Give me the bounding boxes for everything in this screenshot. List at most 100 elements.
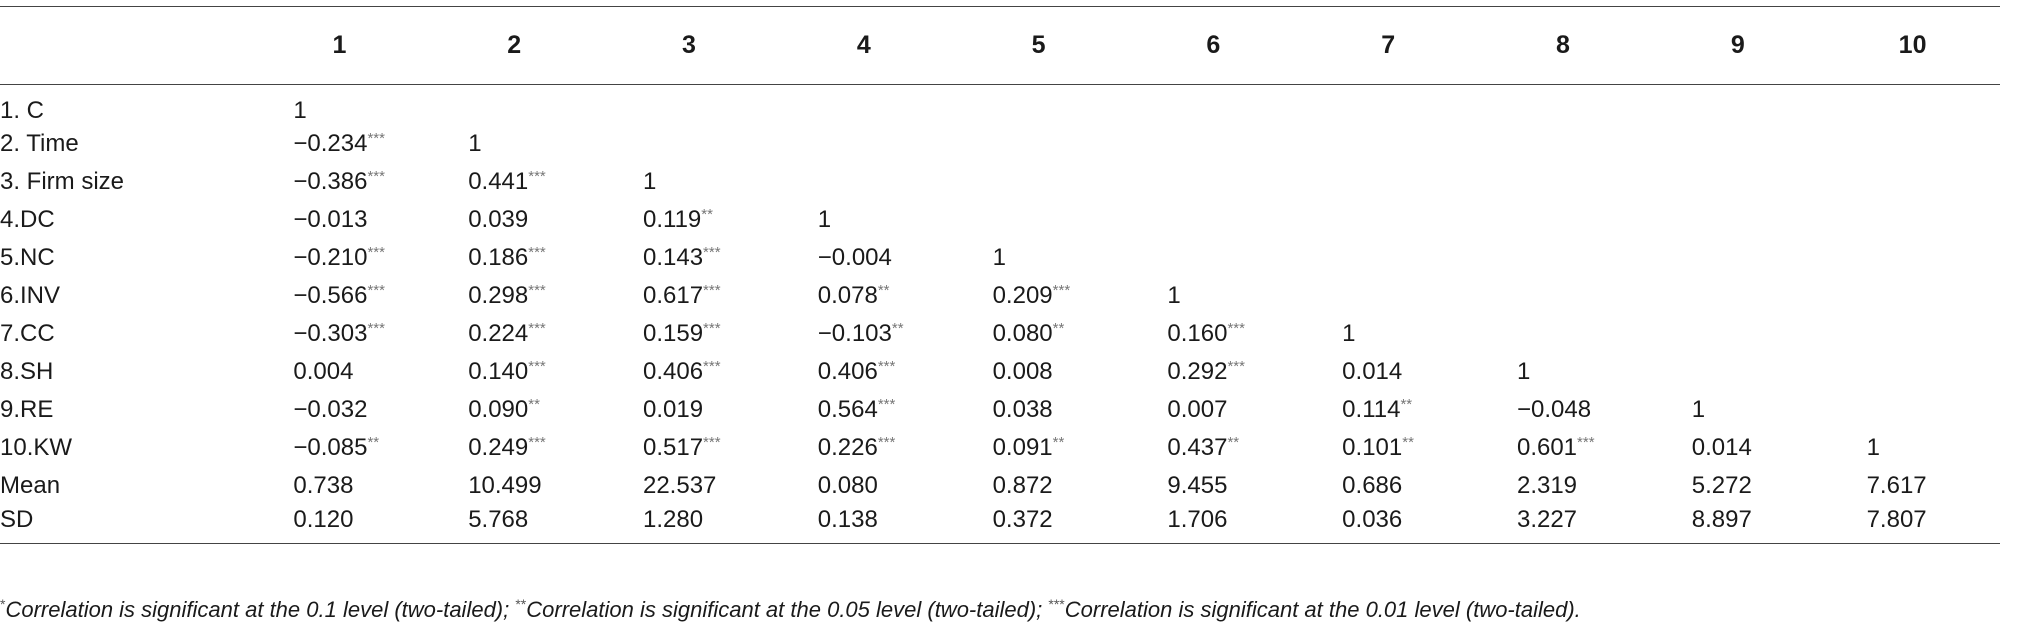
significance-stars: ** xyxy=(877,282,890,299)
cell-value: −0.013 xyxy=(293,206,368,233)
table-cell xyxy=(951,163,1126,201)
cell-value: 1 xyxy=(293,97,307,124)
cell-value: 1 xyxy=(1691,396,1706,423)
cell-value: 0.008 xyxy=(992,358,1053,385)
cell-content: 0.140*** xyxy=(468,358,560,386)
cell-content: 0.143*** xyxy=(643,244,735,272)
table-cell: 7.807 xyxy=(1825,505,2000,544)
table-cell xyxy=(427,85,602,126)
table-cell xyxy=(1825,85,2000,126)
cell-content: 0.080 xyxy=(818,472,910,500)
row-label: Mean xyxy=(0,472,61,499)
cell-content: 1 xyxy=(818,206,910,234)
significance-stars: ** xyxy=(528,396,540,413)
significance-stars: ** xyxy=(1052,434,1065,451)
cell-content: 0.090** xyxy=(468,396,560,424)
table-cell xyxy=(951,201,1126,239)
table-cell xyxy=(776,85,951,126)
cell-content: 5.272 xyxy=(1692,472,1784,500)
cell-content: 1.280 xyxy=(643,506,735,534)
row-label: 7.CC xyxy=(0,320,55,347)
cell-content: 0.406*** xyxy=(818,358,910,386)
cell-value: 0.159 xyxy=(642,320,704,347)
table-cell xyxy=(1825,201,2000,239)
cell-content: −0.386*** xyxy=(293,168,385,196)
cell-value: −0.234 xyxy=(293,130,368,157)
cell-content: −0.085** xyxy=(293,434,385,462)
table-cell: 10.499 xyxy=(427,467,602,505)
cell-value: 0.014 xyxy=(1691,434,1752,461)
footnote-marker-1: * xyxy=(0,596,6,612)
table-cell: 1.280 xyxy=(601,505,777,544)
significance-stars: ** xyxy=(1402,434,1414,451)
table-cell: 0.140*** xyxy=(427,353,602,391)
cell-content: 0.249*** xyxy=(468,434,560,462)
table-cell: 0.686 xyxy=(1301,467,1476,505)
significance-stars: *** xyxy=(1227,358,1245,375)
table-cell: 0.143*** xyxy=(602,239,777,277)
cell-value: 1 xyxy=(468,130,482,157)
table-cell: 0.080 xyxy=(776,467,951,505)
cell-content: 0.517*** xyxy=(643,434,735,462)
significance-stars: *** xyxy=(703,320,721,337)
table-cell xyxy=(1476,201,1651,239)
cell-value: 0.014 xyxy=(1342,358,1403,385)
table-cell: 5.768 xyxy=(426,505,602,544)
significance-stars: *** xyxy=(367,168,385,185)
cell-content: 2.319 xyxy=(1517,472,1609,500)
cell-content: 0.138 xyxy=(818,506,910,534)
cell-value: 7.807 xyxy=(1866,505,1927,533)
table-cell xyxy=(1301,85,1476,126)
table-cell xyxy=(1126,125,1301,163)
table-cell xyxy=(1126,85,1301,126)
table-cell xyxy=(1650,163,1825,201)
cell-content: 0.120 xyxy=(293,506,385,534)
cell-value: 0.078 xyxy=(817,282,878,309)
cell-value: 5.768 xyxy=(468,505,529,533)
cell-content: 1 xyxy=(1342,320,1434,348)
row-label: 8.SH xyxy=(0,358,54,385)
cell-value: 3.227 xyxy=(1516,505,1578,533)
cell-value: −0.004 xyxy=(817,244,892,271)
table-cell: 1 xyxy=(951,239,1126,277)
table-cell: −0.210*** xyxy=(252,239,427,277)
table-cell: 0.101** xyxy=(1301,429,1476,467)
table-cell: 9.455 xyxy=(1126,467,1301,505)
table-cell: 0.159*** xyxy=(602,315,777,353)
cell-value: 0.617 xyxy=(642,282,704,309)
table-row: 8.SH 0.004 0.140*** 0.406*** 0.406*** 0.008 0.… xyxy=(0,353,2000,391)
cell-content: 1 xyxy=(1167,282,1259,310)
table-cell: 0.186*** xyxy=(427,239,602,277)
footnote: *Correlation is significant at the 0.1 l… xyxy=(0,596,1581,623)
table-cell: 0.517*** xyxy=(602,429,777,467)
table-cell: 1 xyxy=(1476,353,1651,391)
cell-value: 0.160 xyxy=(1167,320,1228,347)
cell-value: 0.080 xyxy=(992,320,1053,347)
significance-stars: *** xyxy=(367,130,385,147)
row-label: 4.DC xyxy=(0,206,55,233)
row-label: SD xyxy=(0,505,252,544)
table-row: 9.RE −0.032 0.090** 0.019 0.564*** 0.038 0.007… xyxy=(0,391,2000,429)
cell-value: 0.119 xyxy=(642,206,702,233)
table-cell: 0.090** xyxy=(427,391,602,429)
table-cell xyxy=(951,125,1126,163)
cell-value: 22.537 xyxy=(642,472,717,499)
footnote-marker-2: ** xyxy=(515,596,527,612)
column-header-1: 1 xyxy=(252,6,427,85)
significance-stars: *** xyxy=(703,434,721,451)
row-label: 2. Time xyxy=(0,130,79,157)
table-cell: 1 xyxy=(776,201,951,239)
cell-value: 0.406 xyxy=(817,358,878,385)
header-row: 1 2 3 4 5 6 7 8 9 10 xyxy=(0,6,2000,85)
cell-value: 8.897 xyxy=(1691,505,1752,533)
table-cell: 1 xyxy=(1126,277,1301,315)
cell-content: 0.119** xyxy=(643,206,735,234)
significance-stars: ** xyxy=(1227,434,1240,451)
cell-content: 1 xyxy=(1517,358,1609,386)
table-cell xyxy=(1476,315,1651,353)
cell-value: 0.686 xyxy=(1342,472,1403,499)
table-cell: 0.036 xyxy=(1300,505,1476,544)
cell-value: 1 xyxy=(817,206,832,233)
table-cell: −0.048 xyxy=(1476,391,1651,429)
cell-value: 5.272 xyxy=(1691,472,1752,499)
